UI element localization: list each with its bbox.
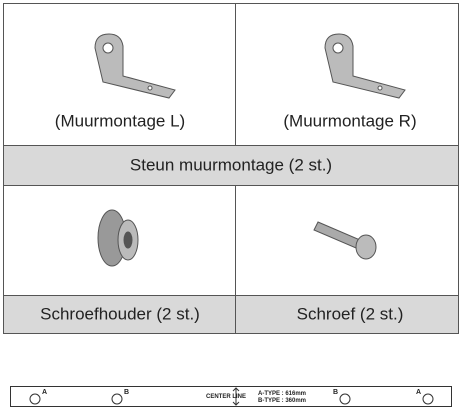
cell-label: Schroef (2 st.) bbox=[297, 304, 404, 323]
parts-table bbox=[3, 3, 459, 334]
marker bbox=[422, 393, 434, 405]
bracket-left-icon bbox=[94, 33, 176, 99]
center-arrow bbox=[232, 387, 240, 406]
center-label: CENTER LINE bbox=[206, 394, 246, 400]
screw-icon bbox=[313, 221, 377, 260]
spacer-icon bbox=[97, 209, 139, 267]
marker bbox=[111, 393, 123, 405]
cell-label: (Muurmontage L) bbox=[55, 111, 185, 130]
cell-label: Schroefhouder (2 st.) bbox=[40, 304, 200, 323]
marker-label: A bbox=[42, 389, 47, 396]
cell-label: (Muurmontage R) bbox=[283, 111, 416, 130]
marker bbox=[29, 393, 41, 405]
bracket-right-icon bbox=[324, 33, 406, 99]
header-row bbox=[3, 145, 459, 186]
marker bbox=[339, 393, 351, 405]
marker-label: A bbox=[416, 389, 421, 396]
header-row bbox=[3, 295, 459, 334]
template-strip: A B B A CENTER LINE A-TYPE : 616mm B-TYP… bbox=[10, 386, 452, 407]
row-header: Steun muurmontage (2 st.) bbox=[130, 155, 332, 174]
strip-border bbox=[10, 386, 452, 407]
type-label: A-TYPE : 616mm bbox=[258, 391, 306, 397]
marker-label: B bbox=[333, 389, 338, 396]
type-label: B-TYPE : 360mm bbox=[258, 398, 306, 404]
marker-label: B bbox=[124, 389, 129, 396]
